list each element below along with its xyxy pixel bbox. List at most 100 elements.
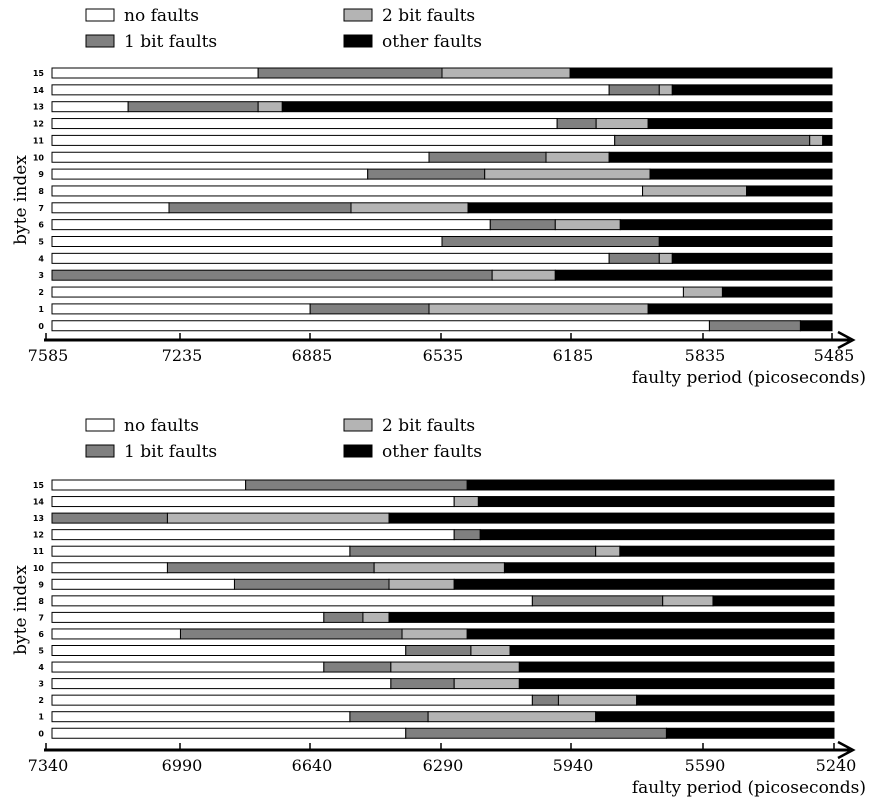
chart2-bar-no-faults-byte-1 [51,711,351,723]
chart2-bar-no-faults-byte-5 [51,645,407,656]
chart2-x-tick-label: 5240 [816,756,857,775]
chart1-bar-1-bit-faults-byte-4 [608,252,660,264]
chart2-bar-other-faults-byte-14 [477,496,835,508]
chart1-x-axis-arrow [837,330,856,350]
chart1-bar-2-bit-faults-byte-6 [554,219,621,231]
chart2-legend-label: 2 bit faults [382,416,475,436]
chart2-category-label: 10 [33,564,45,573]
chart2-bar-1-bit-faults-byte-12 [453,529,481,541]
chart2-bar-2-bit-faults-byte-13 [166,512,390,524]
chart1-x-tick-label: 5835 [685,346,726,365]
chart2-legend-label: no faults [124,416,199,436]
chart1-bar-1-bit-faults-byte-15 [257,67,443,79]
chart1-bar-1-bit-faults-byte-1 [309,303,430,315]
chart1-category-label: 8 [38,187,44,196]
chart2-x-tick-label: 6640 [292,756,333,775]
chart1-bar-no-faults-byte-15 [51,67,259,79]
chart2-bar-other-faults-byte-2 [636,694,835,706]
chart1-legend-label: 1 bit faults [124,32,217,52]
chart2-category-label: 1 [38,713,44,722]
chart2-bar-other-faults-byte-10 [503,562,835,574]
chart2-bar-other-faults-byte-13 [388,512,835,524]
chart1-x-tick-label: 6185 [553,346,594,365]
chart2-category-label: 8 [38,597,44,606]
chart1-x-tick-label: 5485 [814,346,855,365]
chart1-bar-other-faults-byte-1 [647,303,833,315]
chart2-category-label: 0 [38,729,44,738]
chart1-bar-1-bit-faults-byte-13 [127,101,259,113]
chart2-bar-other-faults-byte-12 [479,529,835,541]
chart1-bar-no-faults-byte-9 [51,168,369,180]
chart2-bar-no-faults-byte-0 [51,727,407,739]
chart1-bar-2-bit-faults-byte-15 [441,67,571,79]
chart1-bar-no-faults-byte-1 [51,303,311,315]
chart1-bar-other-faults-byte-10 [608,151,833,163]
chart2-bar-2-bit-faults-byte-5 [470,645,511,656]
chart2-legend-swatch-other-faults [343,444,373,458]
chart1-bar-no-faults-byte-6 [51,219,491,231]
chart1-category-label: 9 [38,170,44,179]
chart1-bar-2-bit-faults-byte-10 [545,151,610,163]
chart2-category-label: 5 [38,647,44,656]
chart1-bar-other-faults-byte-11 [822,134,833,146]
chart1-bar-2-bit-faults-byte-13 [257,101,283,113]
chart1-bar-1-bit-faults-byte-0 [708,320,801,332]
chart1-bar-1-bit-faults-byte-9 [367,168,486,180]
chart1-category-label: 10 [33,153,45,162]
chart1-bar-no-faults-byte-10 [51,151,430,163]
chart1-bar-no-faults-byte-12 [51,118,558,130]
chart2-bar-1-bit-faults-byte-5 [405,645,472,656]
chart2-bar-2-bit-faults-byte-11 [595,545,621,557]
chart1-bar-no-faults-byte-14 [51,84,610,96]
chart1-bar-2-bit-faults-byte-3 [491,269,556,281]
chart2-legend-swatch-no-faults [85,418,115,432]
chart2-bar-2-bit-faults-byte-10 [373,562,505,574]
chart2-bar-1-bit-faults-byte-4 [323,661,392,673]
chart1-category-label: 11 [33,136,45,145]
chart1-bar-2-bit-faults-byte-14 [658,84,673,96]
chart2-legend-label: other faults [382,442,482,462]
chart2-category-label: 13 [33,514,44,523]
chart1-category-label: 0 [38,322,44,331]
chart2-x-tick-label: 6290 [423,756,464,775]
chart1-y-axis-label: byte index [11,155,31,245]
chart1-bar-2-bit-faults-byte-8 [642,185,748,197]
chart1-x-tick-label: 7585 [28,346,69,365]
chart1-x-tick-label: 7235 [162,346,203,365]
chart2-legend-swatch-1-bit-faults [85,444,115,458]
chart2-bar-2-bit-faults-byte-14 [453,496,479,508]
chart1-bar-other-faults-byte-2 [721,286,833,298]
chart1-bar-1-bit-faults-byte-5 [441,236,660,247]
chart1-bar-2-bit-faults-byte-9 [484,168,651,180]
chart2-bar-2-bit-faults-byte-1 [427,711,597,723]
chart2-category-label: 15 [33,481,45,490]
chart2-bar-no-faults-byte-15 [51,479,247,491]
chart2-bar-other-faults-byte-15 [466,479,835,491]
chart2-bar-1-bit-faults-byte-13 [51,512,168,524]
chart1-x-tick-label: 6535 [423,346,464,365]
chart1-category-label: 2 [38,288,44,297]
chart2-bar-no-faults-byte-2 [51,694,533,706]
chart1-category-label: 4 [38,254,44,263]
chart2-bar-2-bit-faults-byte-6 [401,628,468,640]
chart1-category-label: 14 [33,86,45,95]
chart1-bar-other-faults-byte-4 [671,252,833,264]
chart2-bar-other-faults-byte-11 [619,545,835,557]
chart1-bar-other-faults-byte-12 [647,118,833,130]
chart2-category-label: 9 [38,580,44,589]
chart2-bar-1-bit-faults-byte-10 [166,562,375,574]
chart1-x-tick-label: 6885 [292,346,333,365]
chart2-x-tick-label: 7340 [28,756,69,775]
chart2-bar-no-faults-byte-9 [51,578,235,590]
chart2-category-label: 7 [38,613,44,622]
chart1-bar-no-faults-byte-7 [51,202,170,214]
chart1-legend-label: other faults [382,32,482,52]
chart1-bar-2-bit-faults-byte-2 [682,286,723,298]
chart2-bar-1-bit-faults-byte-1 [349,711,429,723]
chart2-bar-1-bit-faults-byte-2 [531,694,559,706]
chart1-bar-no-faults-byte-5 [51,236,443,247]
chart1-bar-1-bit-faults-byte-12 [556,118,597,130]
chart1-bar-2-bit-faults-byte-12 [595,118,649,130]
chart2-category-label: 4 [38,663,44,672]
chart2-bar-no-faults-byte-7 [51,611,325,623]
